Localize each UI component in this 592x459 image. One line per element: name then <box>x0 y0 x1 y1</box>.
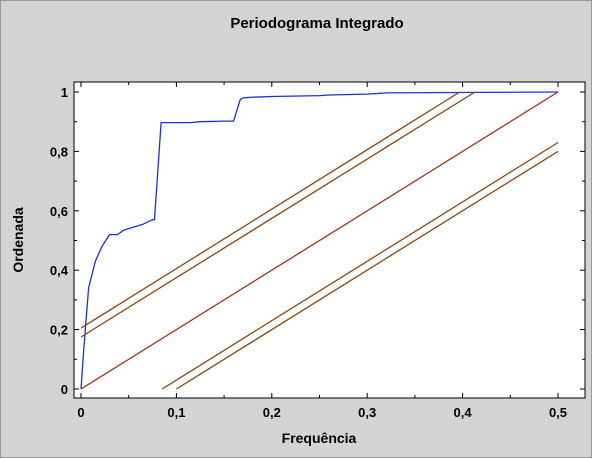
y-tick-label: 0,4 <box>50 263 69 278</box>
x-axis: 0 0,1 0,2 0,3 0,4 0,5 <box>77 82 567 420</box>
periodogram-line <box>80 91 559 390</box>
y-tick-label: 0 <box>61 382 68 397</box>
series-layer <box>80 91 559 390</box>
x-tick-label: 0,5 <box>549 405 567 420</box>
reference-line-2 <box>80 91 461 329</box>
y-tick-label: 1 <box>61 85 68 100</box>
y-tick-label: 0,8 <box>50 144 68 159</box>
x-tick-label: 0,3 <box>358 405 376 420</box>
x-tick-label: 0,4 <box>454 405 473 420</box>
x-axis-label: Frequência <box>282 430 357 446</box>
y-tick-label: 0,6 <box>50 204 68 219</box>
reference-line-5 <box>176 150 559 390</box>
chart-title: Periodograma Integrado <box>230 15 403 32</box>
reference-line-4 <box>161 141 559 390</box>
reference-line-3 <box>80 91 476 338</box>
y-axis-label: Ordenada <box>10 207 26 273</box>
plot-area <box>73 81 586 399</box>
reference-line-1 <box>80 91 559 390</box>
y-axis: 0 0,2 0,4 0,6 0,8 1 <box>50 85 585 397</box>
x-tick-label: 0 <box>77 405 84 420</box>
x-tick-label: 0,2 <box>263 405 281 420</box>
y-tick-label: 0,2 <box>50 323 68 338</box>
x-tick-label: 0,1 <box>167 405 185 420</box>
